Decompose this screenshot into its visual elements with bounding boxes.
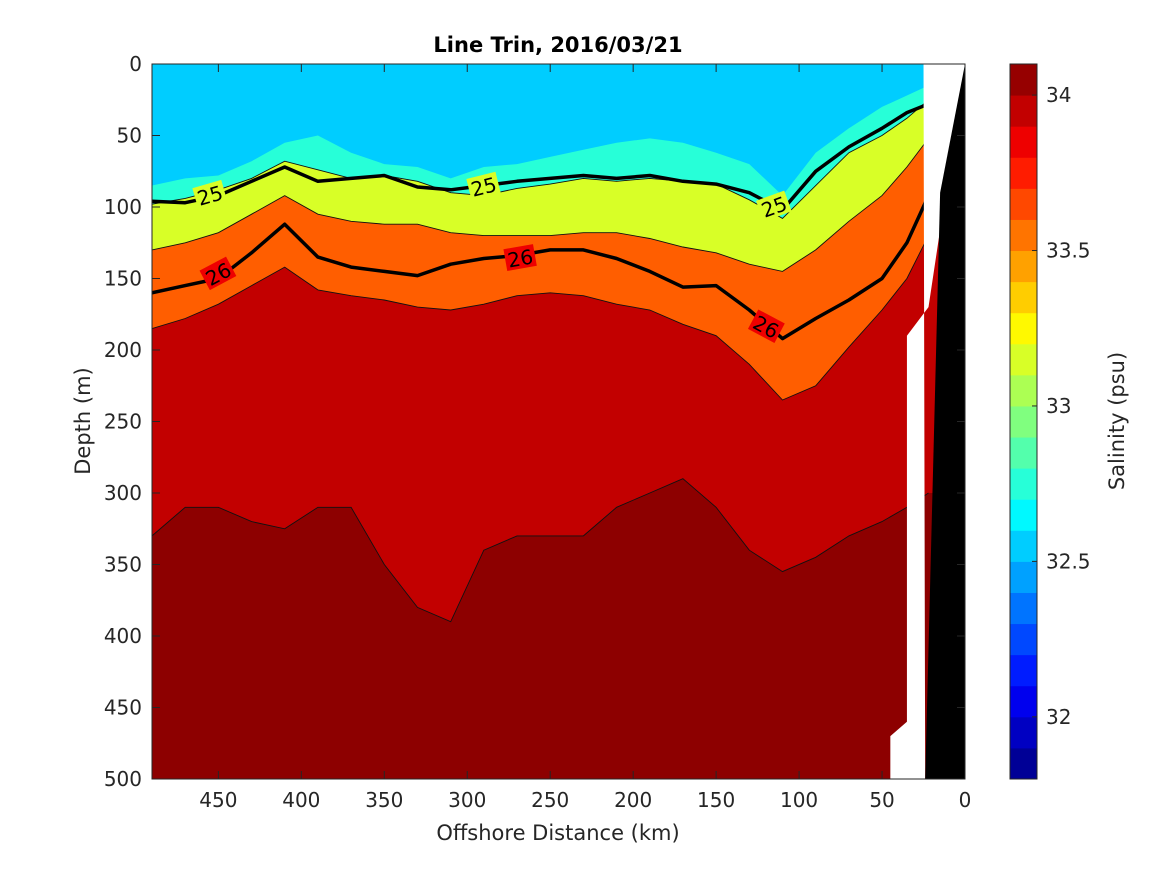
colorbar-step bbox=[1010, 343, 1037, 376]
y-tick-label: 50 bbox=[117, 124, 142, 148]
x-tick-label: 0 bbox=[959, 788, 972, 812]
chart-title: Line Trin, 2016/03/21 bbox=[433, 33, 682, 57]
colorbar-step bbox=[1010, 374, 1037, 407]
contour-label-text: 26 bbox=[506, 244, 535, 272]
colorbar-step bbox=[1010, 405, 1037, 438]
isopycnal-26-line bbox=[152, 194, 931, 341]
colorbar-step bbox=[1010, 747, 1037, 780]
x-tick-label: 150 bbox=[697, 788, 735, 812]
colorbar-step bbox=[1010, 530, 1037, 562]
colorbar-step bbox=[1010, 126, 1037, 158]
colorbar-frame bbox=[1009, 63, 1038, 780]
colorbar-step bbox=[1010, 219, 1037, 252]
colorbar-step bbox=[1010, 592, 1037, 625]
colorbar-step bbox=[1010, 561, 1037, 593]
y-tick-label: 150 bbox=[104, 267, 142, 291]
colorbar-step bbox=[1010, 623, 1037, 656]
colorbar-ticks: 32 32.5 33 33.5 34 bbox=[1032, 83, 1091, 729]
x-tick-label: 450 bbox=[199, 788, 237, 812]
contour-label: 25 bbox=[192, 179, 228, 211]
colorbar-step bbox=[1010, 250, 1037, 283]
x-tick-label: 250 bbox=[531, 788, 569, 812]
colorbar-step bbox=[1010, 64, 1037, 96]
y-tick-label: 100 bbox=[104, 195, 142, 219]
colorbar bbox=[1010, 64, 1037, 780]
no-data-region bbox=[890, 64, 965, 779]
x-tick-label: 350 bbox=[365, 788, 403, 812]
contour-line bbox=[152, 235, 929, 401]
colorbar-step bbox=[1010, 437, 1037, 469]
colorbar-step bbox=[1010, 468, 1037, 500]
contour-line bbox=[152, 138, 929, 272]
y-axis-ticks: 0 50 100 150 200 250 300 350 400 450 500 bbox=[104, 52, 965, 791]
y-tick-label: 500 bbox=[104, 767, 142, 791]
colorbar-step bbox=[1010, 281, 1037, 314]
colorbar-tick-label: 33 bbox=[1046, 394, 1071, 418]
contour-label: 25 bbox=[466, 171, 501, 202]
colorbar-step bbox=[1010, 157, 1037, 189]
y-tick-label: 400 bbox=[104, 624, 142, 648]
colorbar-step bbox=[1010, 312, 1037, 345]
x-tick-label: 400 bbox=[282, 788, 320, 812]
colorbar-tick-label: 34 bbox=[1046, 83, 1071, 107]
coastline-mask bbox=[890, 64, 965, 779]
colorbar-step bbox=[1010, 188, 1037, 220]
x-axis-ticks: 450 400 350 300 250 200 150 100 50 0 bbox=[199, 64, 971, 812]
x-tick-label: 300 bbox=[448, 788, 486, 812]
colorbar-step bbox=[1010, 654, 1037, 687]
y-tick-label: 350 bbox=[104, 553, 142, 577]
y-tick-label: 300 bbox=[104, 481, 142, 505]
y-tick-label: 200 bbox=[104, 338, 142, 362]
x-axis-label: Offshore Distance (km) bbox=[436, 821, 679, 845]
y-tick-label: 450 bbox=[104, 696, 142, 720]
isopycnal-25-line bbox=[152, 102, 930, 212]
colorbar-step bbox=[1010, 716, 1037, 749]
contour-label: 26 bbox=[503, 244, 537, 273]
contour-line bbox=[152, 478, 929, 623]
y-tick-label: 0 bbox=[129, 52, 142, 76]
x-tick-label: 200 bbox=[614, 788, 652, 812]
isopycnal-lines bbox=[152, 102, 931, 341]
colorbar-step bbox=[1010, 685, 1037, 718]
land-mask bbox=[925, 64, 965, 779]
colorbar-step bbox=[1010, 499, 1037, 531]
colorbar-tick-label: 32 bbox=[1046, 705, 1071, 729]
salinity-band-5 bbox=[152, 478, 965, 779]
contour-label-text: 25 bbox=[469, 172, 500, 201]
y-axis-label: Depth (m) bbox=[71, 367, 95, 474]
y-tick-label: 250 bbox=[104, 410, 142, 434]
colorbar-step bbox=[1010, 95, 1037, 127]
x-tick-label: 50 bbox=[869, 788, 894, 812]
salinity-fill-layers bbox=[152, 64, 965, 779]
colorbar-tick-label: 32.5 bbox=[1046, 549, 1091, 573]
contour-line bbox=[152, 99, 929, 219]
contour-lines bbox=[152, 99, 929, 623]
colorbar-tick-label: 33.5 bbox=[1046, 239, 1091, 263]
x-tick-label: 100 bbox=[780, 788, 818, 812]
colorbar-label: Salinity (psu) bbox=[1105, 352, 1129, 490]
